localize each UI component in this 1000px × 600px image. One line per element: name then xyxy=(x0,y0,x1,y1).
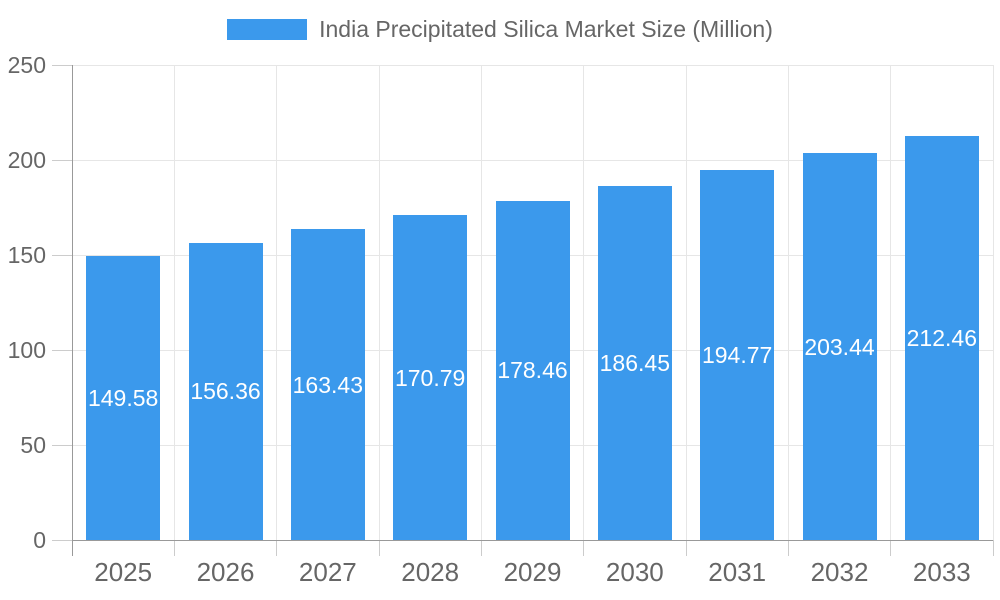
bar-2028 xyxy=(393,215,468,540)
y-axis-line xyxy=(71,65,73,556)
bar-value-label: 170.79 xyxy=(394,364,466,391)
gridline-vertical xyxy=(480,65,482,540)
bar-2027 xyxy=(290,229,365,540)
x-axis-label: 2033 xyxy=(912,557,971,587)
gridline-vertical xyxy=(992,65,994,540)
bar-value-label: 203.44 xyxy=(804,333,875,360)
x-axis-tick xyxy=(787,540,789,556)
legend-swatch-icon xyxy=(227,19,308,40)
y-axis-label: 150 xyxy=(7,242,46,268)
gridline-horizontal xyxy=(72,159,993,161)
x-axis-label: 2027 xyxy=(298,557,357,587)
bar-value-label: 212.46 xyxy=(906,325,977,352)
x-axis-tick xyxy=(992,540,994,556)
bar-value-label: 149.58 xyxy=(87,384,159,411)
x-axis-tick xyxy=(173,540,175,556)
x-axis-label: 2031 xyxy=(708,557,767,587)
y-axis-label: 100 xyxy=(7,337,46,363)
bar-value-label: 194.77 xyxy=(701,341,773,368)
x-axis-tick xyxy=(685,540,687,556)
x-axis-tick xyxy=(583,540,585,556)
x-axis-label: 2025 xyxy=(94,557,153,587)
bar-value-label: 186.45 xyxy=(599,349,670,376)
bar-value-label: 156.36 xyxy=(190,378,261,405)
gridline-vertical xyxy=(685,65,687,540)
y-axis-tick xyxy=(52,64,72,66)
gridline-vertical xyxy=(378,65,380,540)
x-axis-tick xyxy=(890,540,892,556)
bar-2030 xyxy=(597,185,672,540)
y-axis-tick xyxy=(52,539,72,541)
legend-item[interactable]: India Precipitated Silica Market Size (M… xyxy=(227,16,773,43)
bar-value-label: 178.46 xyxy=(497,357,568,384)
gridline-vertical xyxy=(276,65,278,540)
gridline-vertical xyxy=(173,65,175,540)
gridline-vertical xyxy=(787,65,789,540)
legend-label: India Precipitated Silica Market Size (M… xyxy=(319,16,773,42)
legend: India Precipitated Silica Market Size (M… xyxy=(0,16,1000,43)
y-axis-tick xyxy=(52,349,72,351)
bar-value-label: 163.43 xyxy=(292,371,363,398)
x-axis-label: 2026 xyxy=(196,557,255,587)
y-axis-tick xyxy=(52,444,72,446)
x-axis-tick xyxy=(276,540,278,556)
x-axis-tick xyxy=(378,540,380,556)
x-axis-label: 2029 xyxy=(503,557,562,587)
gridline-vertical xyxy=(583,65,585,540)
bar-2026 xyxy=(188,242,263,540)
x-axis-label: 2028 xyxy=(401,557,460,587)
gridline-vertical xyxy=(890,65,892,540)
bar-2025 xyxy=(86,255,161,540)
bar-2029 xyxy=(495,200,570,540)
y-axis-label: 50 xyxy=(20,432,46,458)
bar-2032 xyxy=(802,153,877,540)
y-axis-label: 250 xyxy=(7,52,46,78)
y-axis-label: 200 xyxy=(7,147,46,173)
x-axis-label: 2030 xyxy=(605,557,664,587)
gridline-horizontal xyxy=(72,64,993,66)
x-axis-tick xyxy=(480,540,482,556)
x-axis-line xyxy=(72,539,993,541)
y-axis-tick xyxy=(52,254,72,256)
bar-2033 xyxy=(904,136,979,540)
x-axis-label: 2032 xyxy=(810,557,869,587)
y-axis-tick xyxy=(52,159,72,161)
y-axis-label: 0 xyxy=(33,527,46,553)
bar-2031 xyxy=(700,169,775,540)
